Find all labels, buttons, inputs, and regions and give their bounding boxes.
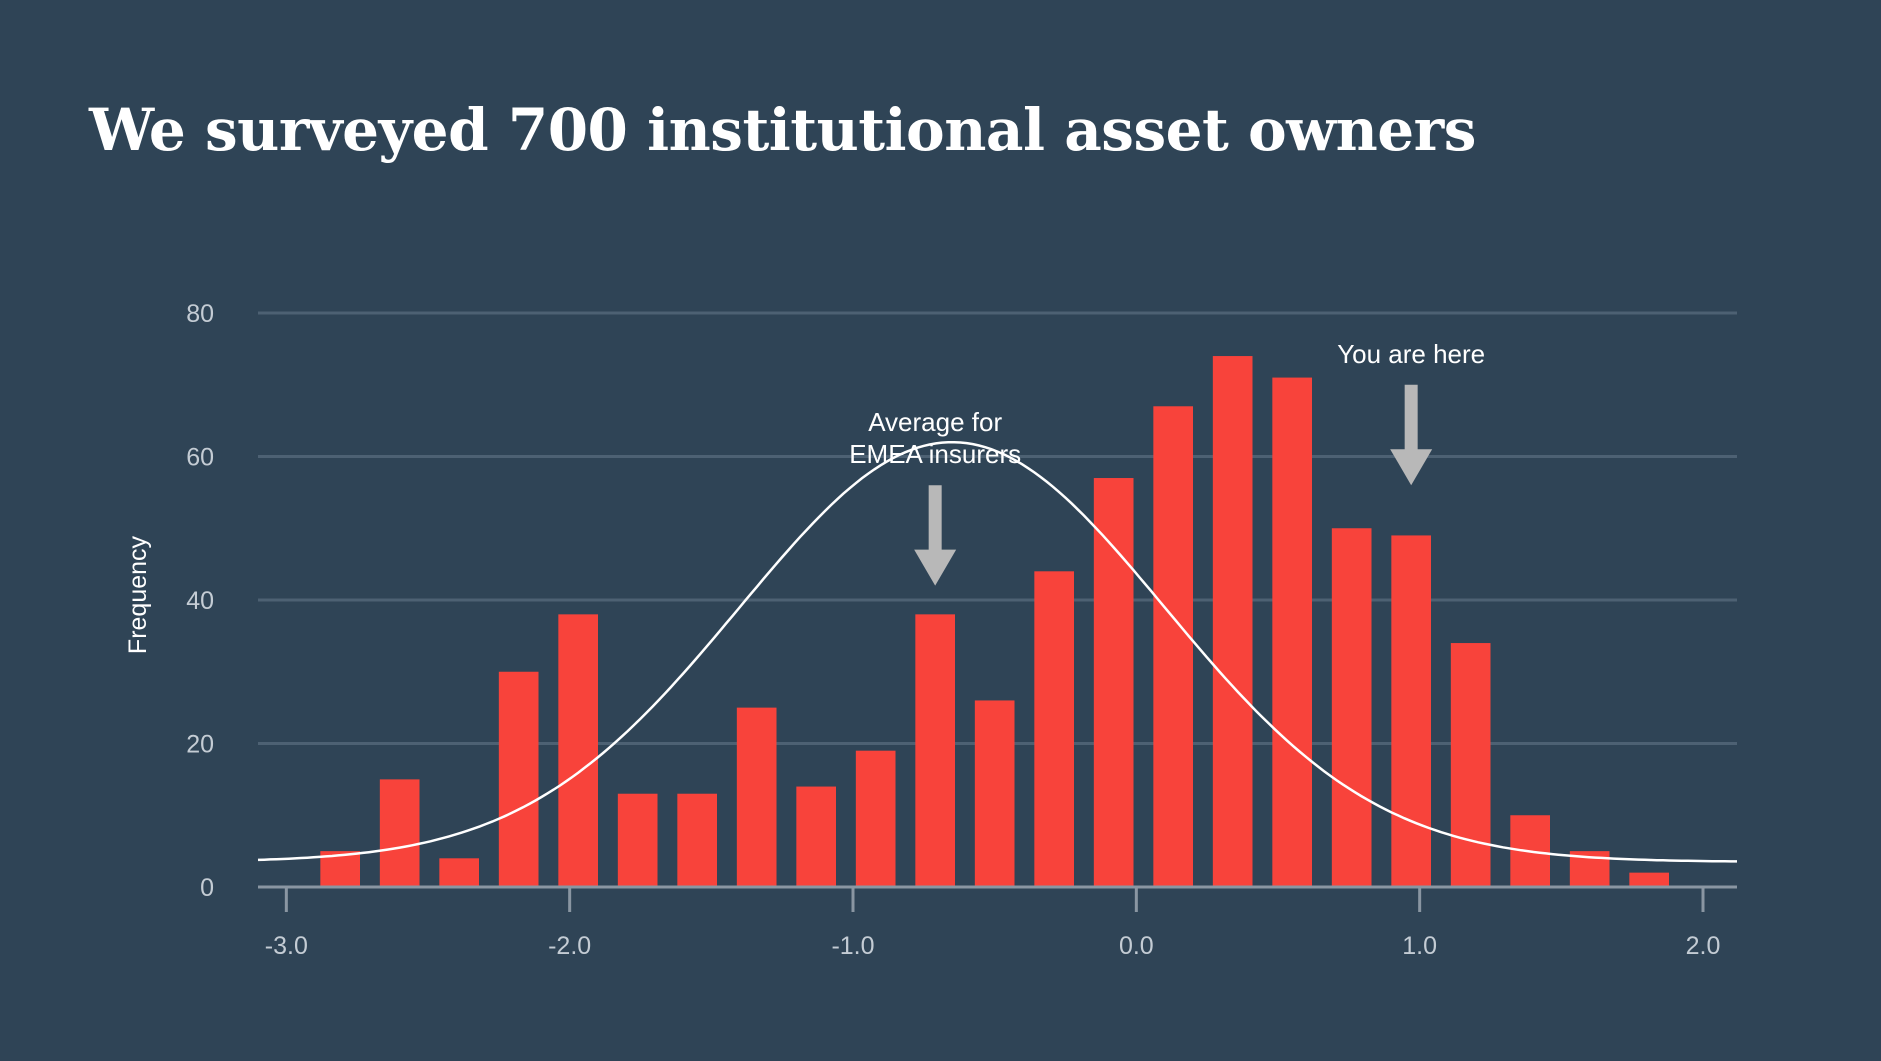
annotation-label: You are here: [1337, 339, 1485, 369]
x-tick-label: -2.0: [548, 932, 591, 960]
y-axis-label: Frequency: [124, 535, 152, 654]
bar: [736, 707, 777, 887]
bars: [320, 356, 1669, 887]
down-arrow-icon: [1390, 384, 1433, 486]
y-tick-label: 80: [186, 300, 214, 328]
annotation-label: EMEA insurers: [849, 439, 1021, 469]
bar: [1272, 377, 1312, 887]
bar: [1450, 643, 1491, 887]
bar: [439, 858, 479, 887]
bar: [1212, 356, 1253, 887]
x-tick-label: 2.0: [1686, 932, 1721, 960]
x-tick-label: -1.0: [831, 932, 874, 960]
down-arrow-icon: [914, 485, 957, 586]
bar: [1034, 571, 1074, 887]
bar: [677, 793, 717, 887]
bar: [1153, 406, 1193, 887]
bar: [558, 614, 598, 887]
bar: [1391, 535, 1431, 887]
y-axis: 0 20 40 60 80: [186, 300, 214, 902]
y-tick-label: 40: [186, 587, 214, 615]
annotation-label: Average for: [868, 407, 1002, 437]
bar: [379, 779, 420, 887]
bar: [796, 786, 836, 887]
x-tick-label: -3.0: [265, 932, 308, 960]
bar: [974, 700, 1015, 887]
normal-curve: [257, 440, 1737, 863]
bar: [1093, 478, 1134, 887]
x-tick-label: 0.0: [1119, 932, 1154, 960]
annotation-you: You are here: [1337, 339, 1485, 486]
bar: [617, 793, 658, 887]
y-tick-label: 0: [200, 874, 214, 902]
bar: [915, 614, 955, 887]
x-axis: -3.0 -2.0 -1.0 0.0 1.0 2.0: [258, 885, 1737, 960]
y-tick-label: 20: [186, 731, 214, 759]
grid-lines: [258, 311, 1737, 745]
page-title: We surveyed 700 institutional asset owne…: [89, 96, 1476, 164]
x-tick-label: 1.0: [1402, 932, 1437, 960]
bar: [1331, 528, 1372, 887]
curve-layer: [257, 440, 1737, 863]
y-tick-label: 60: [186, 444, 214, 472]
bar: [498, 671, 539, 887]
bar: [855, 750, 896, 887]
bar: [1629, 872, 1669, 887]
